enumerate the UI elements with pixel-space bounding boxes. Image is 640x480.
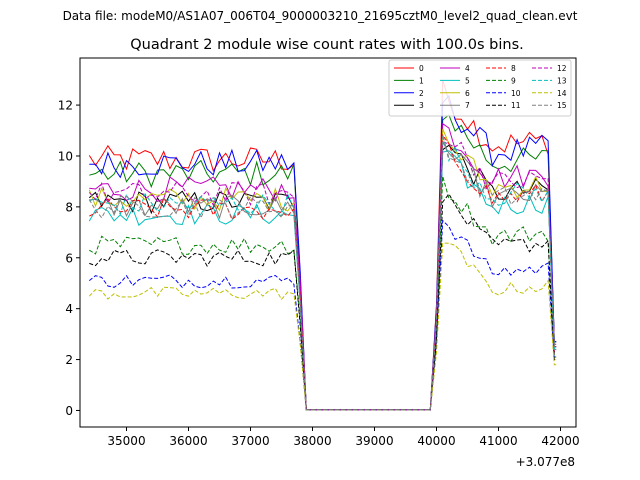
series-line-8 bbox=[89, 133, 557, 411]
series-line-5 bbox=[88, 150, 557, 411]
y-axis: 0 2 4 6 8 10 12 bbox=[58, 99, 80, 418]
legend-label-11: 11 bbox=[511, 101, 521, 110]
legend-label-2: 2 bbox=[419, 89, 424, 98]
legend-label-1: 1 bbox=[419, 76, 424, 85]
x-tick-label: 41000 bbox=[479, 434, 517, 448]
legend-frame bbox=[388, 59, 572, 117]
x-tick-label: 39000 bbox=[355, 434, 393, 448]
series-line-11 bbox=[89, 193, 557, 411]
series-line-1 bbox=[89, 114, 557, 411]
x-tick-label: 42000 bbox=[541, 434, 579, 448]
legend-label-8: 8 bbox=[511, 64, 516, 73]
y-tick-label: 8 bbox=[65, 200, 73, 214]
plot-series bbox=[88, 79, 557, 411]
legend-label-0: 0 bbox=[419, 64, 424, 73]
y-tick-label: 2 bbox=[65, 353, 73, 367]
legend-label-10: 10 bbox=[511, 89, 521, 98]
legend-label-14: 14 bbox=[557, 89, 567, 98]
series-line-10 bbox=[88, 219, 557, 411]
legend-label-9: 9 bbox=[511, 76, 516, 85]
series-line-4 bbox=[89, 122, 557, 411]
series-line-13 bbox=[89, 134, 557, 411]
legend-label-3: 3 bbox=[419, 101, 424, 110]
chart-title: Quadrant 2 module wise count rates with … bbox=[130, 37, 524, 53]
series-line-7 bbox=[89, 140, 557, 411]
legend-label-5: 5 bbox=[465, 76, 470, 85]
legend-label-15: 15 bbox=[557, 101, 567, 110]
legend-label-12: 12 bbox=[557, 64, 567, 73]
x-axis: 35000 36000 37000 38000 39000 40000 41000 42000 bbox=[107, 427, 580, 448]
legend-label-13: 13 bbox=[557, 76, 567, 85]
chart-suptitle: Data file: modeM0/AS1A07_006T04_90000032… bbox=[63, 9, 578, 23]
y-tick-label: 4 bbox=[65, 302, 73, 316]
x-tick-label: 36000 bbox=[169, 434, 207, 448]
x-offset-text: +3.077e8 bbox=[516, 455, 575, 469]
x-tick-label: 38000 bbox=[293, 434, 331, 448]
plot-frame bbox=[79, 57, 577, 428]
y-tick-label: 12 bbox=[58, 99, 73, 113]
series-line-15 bbox=[88, 134, 557, 411]
legend-label-4: 4 bbox=[465, 64, 470, 73]
legend-label-6: 6 bbox=[465, 89, 470, 98]
series-line-2 bbox=[89, 94, 557, 411]
legend-label-7: 7 bbox=[465, 101, 470, 110]
x-tick-label: 37000 bbox=[231, 434, 269, 448]
y-tick-label: 0 bbox=[65, 404, 73, 418]
series-line-14 bbox=[88, 242, 557, 411]
series-line-0 bbox=[88, 79, 557, 411]
y-tick-label: 10 bbox=[58, 149, 73, 163]
series-line-6 bbox=[88, 128, 557, 411]
x-tick-label: 35000 bbox=[107, 434, 145, 448]
x-tick-label: 40000 bbox=[417, 434, 455, 448]
y-tick-label: 6 bbox=[65, 251, 73, 265]
